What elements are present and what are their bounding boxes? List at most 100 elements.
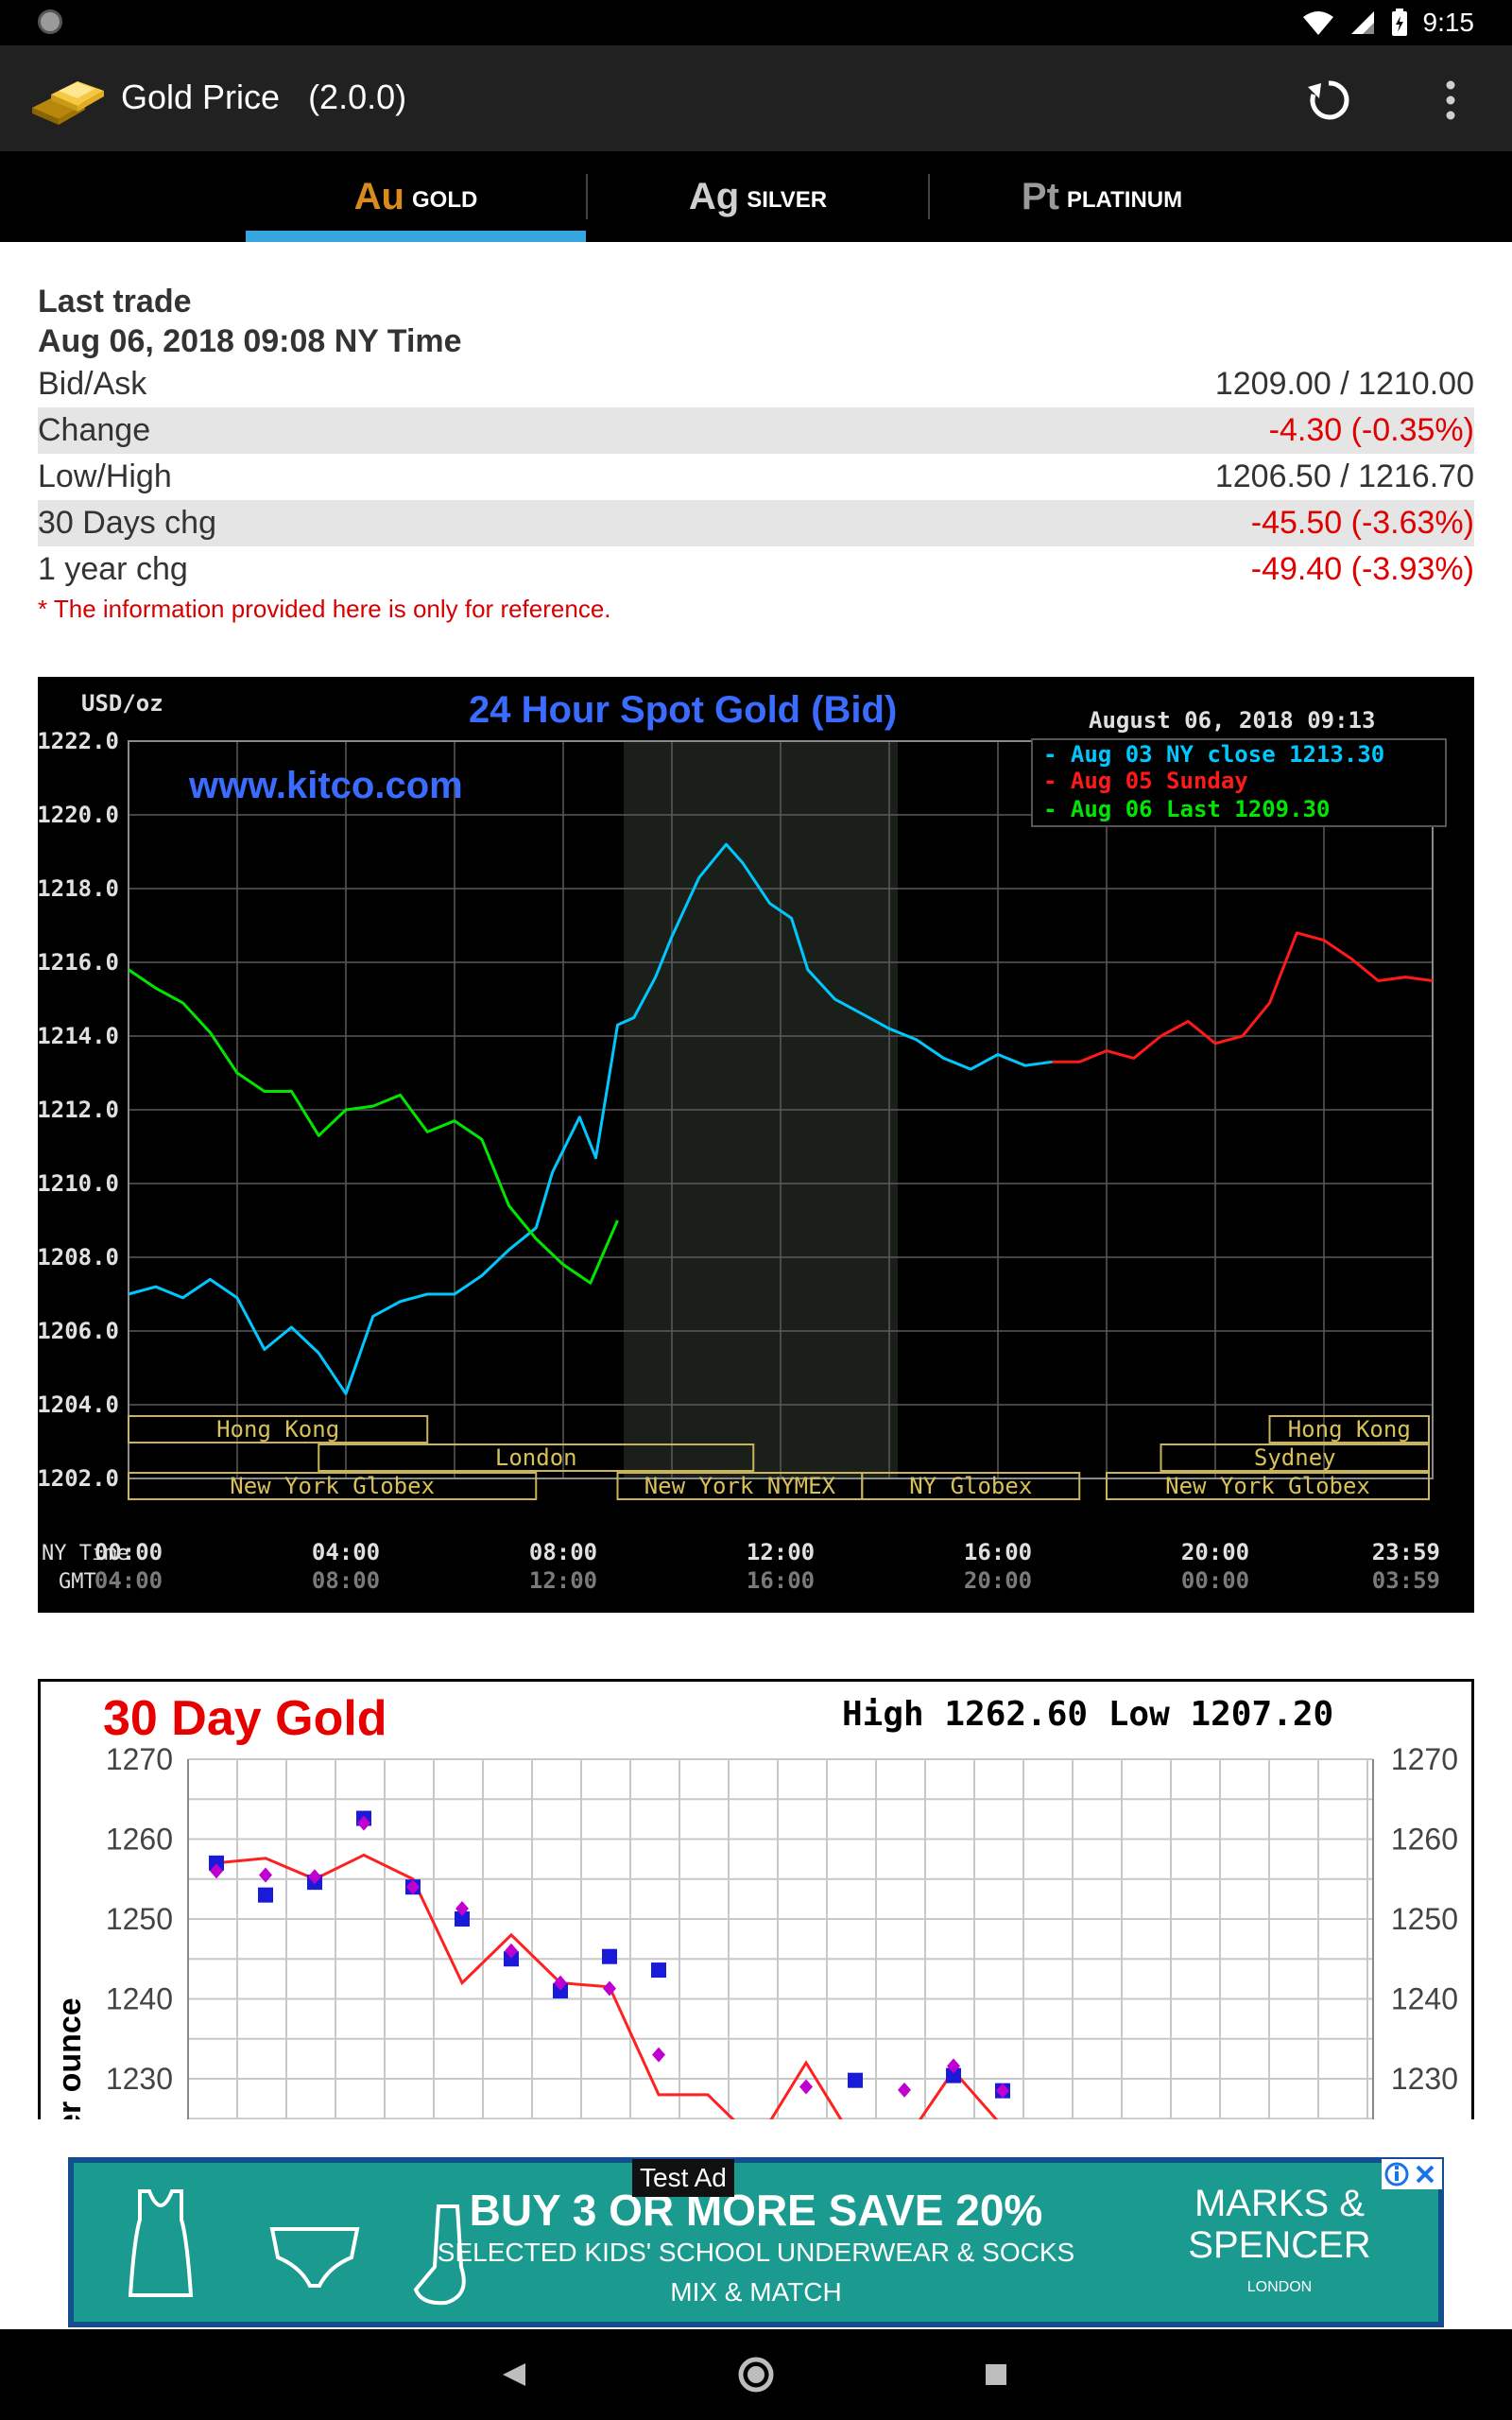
- session-bar: [861, 1472, 1081, 1500]
- y-tick-label-right: 1240: [1391, 1982, 1458, 2016]
- data-point-diamond: [455, 1901, 469, 1917]
- row-value: -4.30 (-0.35%): [1268, 412, 1474, 448]
- test-ad-badge: Test Ad: [632, 2159, 734, 2197]
- session-bar: [318, 1443, 755, 1472]
- ad-headline: BUY 3 OR MORE SAVE 20%: [470, 2186, 1043, 2235]
- data-point-diamond: [554, 1975, 567, 1991]
- data-point-diamond: [652, 2047, 665, 2063]
- x-tick-label-ny: 08:00: [529, 1539, 597, 1565]
- refresh-icon[interactable]: [1302, 74, 1355, 127]
- back-icon[interactable]: [503, 2363, 525, 2386]
- chart-30-day: 1270 1260 1250 1240 1230 1270 1260 1250 1240 1230…: [38, 1679, 1474, 2119]
- y-tick-label-right: 1230: [1391, 2062, 1458, 2096]
- notification-icon: [38, 9, 62, 34]
- tab-silver-symbol: Ag: [688, 175, 740, 217]
- ad-tagline: MIX & MATCH: [670, 2277, 841, 2307]
- session-label: Hong Kong: [216, 1416, 339, 1443]
- y-tick-label: 1216.0: [38, 949, 119, 976]
- x-tick-label-gmt: 04:00: [94, 1567, 163, 1594]
- x-tick-label-gmt: 20:00: [964, 1567, 1032, 1594]
- status-bar: 9:15: [0, 0, 1512, 45]
- data-point-diamond: [406, 1879, 420, 1895]
- trade-row-low-high: Low/High 1206.50 / 1216.70: [38, 454, 1474, 500]
- x-tick-label-gmt: 00:00: [1181, 1567, 1249, 1594]
- x-tick-label-ny: 00:00: [94, 1539, 163, 1565]
- session-bar: [1106, 1472, 1430, 1500]
- data-point-square: [848, 2072, 863, 2088]
- y-tick-label-right: 1270: [1391, 1742, 1458, 1776]
- tab-divider: [928, 174, 930, 219]
- ny-time-label: NY Time: [42, 1542, 129, 1565]
- home-icon-dot: [747, 2366, 765, 2383]
- navigation-bar: [0, 2329, 1512, 2420]
- data-point-diamond: [996, 2083, 1009, 2099]
- legend-entry: - Aug 05 Sunday: [1043, 768, 1248, 794]
- recents-icon[interactable]: [986, 2364, 1006, 2385]
- session-label: New York Globex: [230, 1473, 435, 1499]
- legend-box: [1031, 738, 1447, 827]
- last-trade-timestamp: Aug 06, 2018 09:08 NY Time: [38, 323, 462, 359]
- session-label: Sydney: [1254, 1444, 1336, 1471]
- y-tick-label: 1214.0: [38, 1023, 119, 1049]
- tab-platinum[interactable]: Pt PLATINUM: [932, 151, 1272, 242]
- y-tick-label: 1210.0: [38, 1170, 119, 1197]
- signal-icon: [1350, 11, 1374, 34]
- ad-banner[interactable]: BUY 3 OR MORE SAVE 20% SELECTED KIDS' SC…: [68, 2157, 1444, 2327]
- row-value: 1209.00 / 1210.00: [1214, 366, 1474, 402]
- overflow-menu-icon[interactable]: [1427, 74, 1474, 127]
- chart-24h: Hong Kong Hong Kong London Sydney New York G…: [38, 677, 1474, 1613]
- ad-subline: SELECTED KIDS' SCHOOL UNDERWEAR & SOCKS: [438, 2238, 1074, 2267]
- row-label: Low/High: [38, 458, 172, 494]
- session-label: Hong Kong: [1288, 1416, 1411, 1443]
- tab-gold[interactable]: Au GOLD: [246, 151, 586, 242]
- y-tick-label-left: 1230: [106, 2062, 173, 2096]
- series-line: [128, 968, 619, 1285]
- ad-info-icon[interactable]: [1384, 2162, 1409, 2187]
- x-tick-label-gmt: 12:00: [529, 1567, 597, 1594]
- data-point-square: [651, 1962, 666, 1979]
- metal-tabs: Au GOLD Ag SILVER Pt PLATINUM: [0, 151, 1512, 242]
- row-label: 1 year chg: [38, 551, 188, 587]
- data-point-diamond: [210, 1863, 223, 1879]
- y-tick-label: 1212.0: [38, 1097, 119, 1123]
- chart-timestamp: August 06, 2018 09:13: [1089, 707, 1375, 734]
- y-tick-label-right: 1250: [1391, 1902, 1458, 1936]
- data-point-square: [602, 1948, 617, 1964]
- data-point-diamond: [505, 1943, 518, 1959]
- data-point-square: [455, 1911, 470, 1927]
- y-tick-label-right: 1260: [1391, 1823, 1458, 1857]
- chart-title: 30 Day Gold: [103, 1691, 387, 1746]
- tab-silver[interactable]: Ag SILVER: [588, 151, 928, 242]
- ad-brand-line3: LONDON: [1247, 2279, 1312, 2295]
- home-icon[interactable]: [738, 2357, 774, 2393]
- session-label: NY Globex: [909, 1473, 1032, 1499]
- y-tick-label: 1206.0: [38, 1318, 119, 1344]
- session-bar: [128, 1472, 538, 1500]
- row-label: Change: [38, 412, 151, 448]
- close-icon[interactable]: [1416, 2165, 1435, 2184]
- trade-row-30-days: 30 Days chg -45.50 (-3.63%): [38, 500, 1474, 546]
- ad-brand-line1: MARKS &: [1194, 2183, 1365, 2224]
- x-tick-label-ny: 20:00: [1181, 1539, 1249, 1565]
- trade-row-bid-ask: Bid/Ask 1209.00 / 1210.00: [38, 361, 1474, 407]
- tab-gold-label: GOLD: [412, 187, 478, 213]
- session-label: New York Globex: [1165, 1473, 1370, 1499]
- data-point-square: [258, 1887, 273, 1903]
- clock: 9:15: [1422, 8, 1475, 37]
- y-tick-label: 1204.0: [38, 1392, 119, 1418]
- session-bar: [1268, 1415, 1430, 1443]
- y-tick-label: 1222.0: [38, 728, 119, 754]
- trade-info: Last trade Aug 06, 2018 09:08 NY Time Bi…: [38, 282, 1474, 624]
- legend-entry: - Aug 06 Last 1209.30: [1043, 796, 1330, 822]
- y-tick-label: 1208.0: [38, 1244, 119, 1270]
- session-label: London: [495, 1444, 577, 1471]
- unit-label: USD/oz: [81, 690, 163, 717]
- tab-platinum-label: PLATINUM: [1066, 187, 1183, 213]
- tab-platinum-symbol: Pt: [1021, 175, 1059, 217]
- tab-gold-symbol: Au: [353, 175, 404, 217]
- session-label: New York NYMEX: [644, 1473, 836, 1499]
- battery-icon: [1391, 9, 1407, 36]
- session-bar: [128, 1415, 429, 1443]
- ad-choices-close[interactable]: [1382, 2159, 1442, 2189]
- legend-entry: - Aug 03 NY close 1213.30: [1043, 741, 1384, 768]
